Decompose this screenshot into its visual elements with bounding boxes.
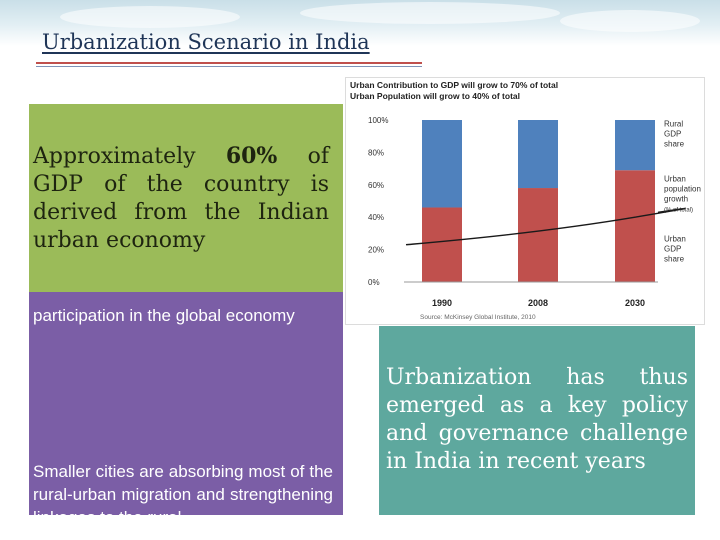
legend-urban-pop-unit: (% of total) — [664, 208, 693, 214]
urbanization-chart: Urban Contribution to GDP will grow to 7… — [345, 77, 705, 325]
legend-urban-pop-line: Urban — [664, 175, 686, 184]
green-text: Approximately 60% of GDP of the country … — [33, 142, 329, 255]
y-tick-label: 40% — [368, 213, 384, 222]
teal-text-box: Urbanization has thus emerged as a key p… — [379, 326, 695, 515]
chart-source: Source: McKinsey Global Institute, 2010 — [420, 314, 536, 321]
chart-subtitle: Urban Population will grow to 40% of tot… — [350, 91, 520, 101]
y-tick-label: 60% — [368, 181, 384, 190]
y-tick-label: 80% — [368, 148, 384, 157]
x-tick-label: 1990 — [432, 298, 452, 308]
bar-segment — [615, 120, 655, 171]
bar-segment — [615, 170, 655, 282]
green-text-box: Approximately 60% of GDP of the country … — [29, 104, 343, 292]
x-tick-label: 2008 — [528, 298, 548, 308]
title-rule-blue — [36, 66, 422, 67]
legend-urban-pop-line: population — [664, 185, 701, 194]
chart-title: Urban Contribution to GDP will grow to 7… — [350, 80, 558, 90]
y-tick-label: 20% — [368, 246, 384, 255]
chart-svg: Urban Contribution to GDP will grow to 7… — [350, 80, 701, 321]
title-rule-red — [36, 62, 422, 64]
legend-rural-line3: share — [664, 139, 685, 148]
y-tick-label: 100% — [368, 116, 388, 125]
legend-urban-pop-line: growth — [664, 195, 688, 204]
legend-rural-line1: Rural — [664, 119, 683, 128]
bar-segment — [518, 188, 558, 282]
green-text-highlight: 60% — [225, 143, 278, 169]
legend-urban-gdp-line: Urban — [664, 235, 686, 244]
header-streak — [60, 6, 240, 28]
purple-text-1: participation in the global economy — [33, 306, 295, 325]
slide-title: Urbanization Scenario in India — [42, 30, 370, 54]
bar-segment — [518, 120, 558, 189]
legend-urban-gdp-line: share — [664, 255, 685, 264]
green-text-after: of GDP of the country is derived from th… — [33, 144, 329, 253]
bar-segment — [422, 120, 462, 208]
x-tick-label: 2030 — [625, 298, 645, 308]
header-streak — [300, 2, 560, 24]
teal-text: Urbanization has thus emerged as a key p… — [386, 365, 688, 474]
y-tick-label: 0% — [368, 278, 380, 287]
purple-text-2: Smaller cities are absorbing most of the… — [33, 462, 333, 515]
bar-segment — [422, 207, 462, 282]
header-streak — [560, 10, 700, 32]
header-band — [0, 0, 720, 46]
purple-text-box: participation in the global economy Smal… — [29, 290, 343, 515]
trend-line — [405, 207, 686, 246]
legend-urban-gdp-line: GDP — [664, 245, 681, 254]
legend-rural-line2: GDP — [664, 129, 681, 138]
green-text-before: Approximately — [33, 144, 226, 169]
